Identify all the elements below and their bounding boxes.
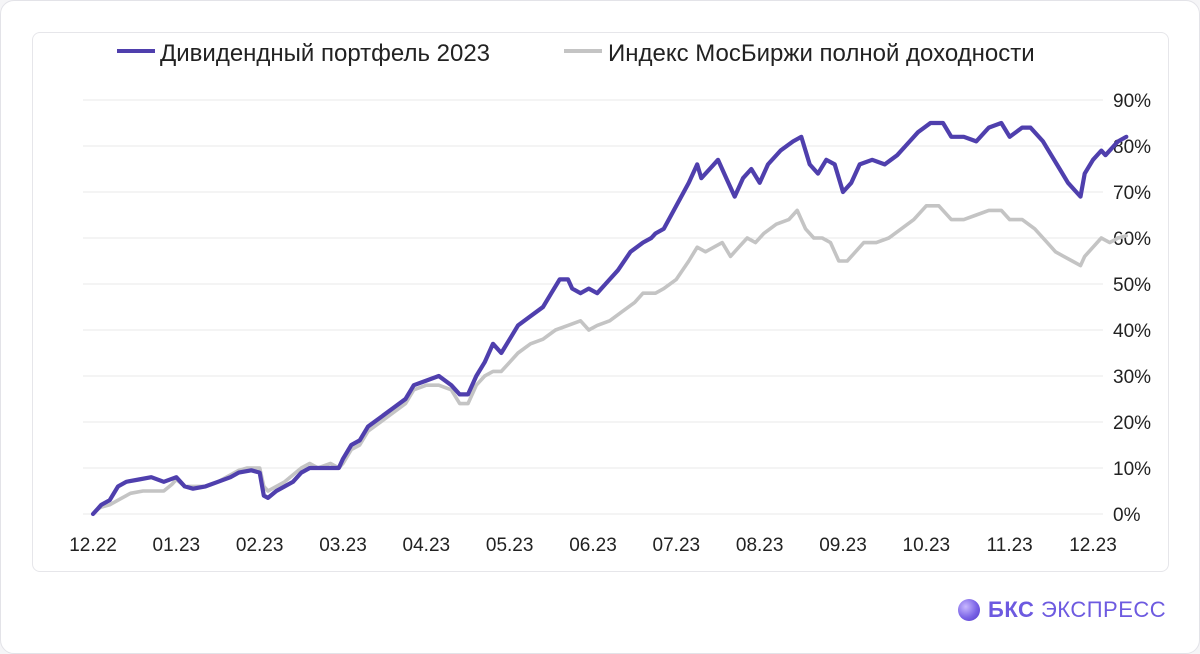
x-tick-label: 06.23 bbox=[569, 535, 617, 556]
series-line-portfolio bbox=[90, 120, 1129, 517]
y-axis-tick-labels: 0% 10% 20% 30% 40% 50% 60% 70% 80% 90% bbox=[1113, 91, 1151, 526]
chart-card: 0% 10% 20% 30% 40% 50% 60% 70% 80% 90% 12.22 01.23… bbox=[32, 32, 1169, 572]
y-tick-label: 0% bbox=[1113, 505, 1141, 526]
x-tick-label: 08.23 bbox=[736, 535, 784, 556]
brand-name-rest: ЭКСПРЕСС bbox=[1040, 597, 1167, 622]
y-tick-label: 30% bbox=[1113, 367, 1151, 388]
x-tick-label: 01.23 bbox=[153, 535, 201, 556]
y-tick-label: 70% bbox=[1113, 183, 1151, 204]
y-tick-label: 10% bbox=[1113, 459, 1151, 480]
legend: Дивидендный портфель 2023 Индекс МосБирж… bbox=[117, 40, 1035, 67]
y-tick-label: 40% bbox=[1113, 321, 1151, 342]
legend-label-portfolio: Дивидендный портфель 2023 bbox=[160, 40, 490, 67]
y-tick-label: 20% bbox=[1113, 413, 1151, 434]
x-tick-label: 09.23 bbox=[819, 535, 867, 556]
line-chart: 0% 10% 20% 30% 40% 50% 60% 70% 80% 90% 12.22 01.23… bbox=[69, 40, 1151, 556]
bcs-logo-icon bbox=[958, 599, 980, 621]
x-tick-label: 12.23 bbox=[1069, 535, 1117, 556]
x-axis-tick-labels: 12.22 01.23 02.23 03.23 04.23 05.23 06.23 07.23… bbox=[69, 535, 1117, 556]
x-tick-label: 04.23 bbox=[403, 535, 451, 556]
brand-name-bold: БКС bbox=[988, 597, 1035, 622]
brand-name: БКС ЭКСПРЕСС bbox=[988, 597, 1166, 623]
series-lines bbox=[90, 120, 1129, 517]
y-tick-label: 80% bbox=[1113, 137, 1151, 158]
x-tick-label: 05.23 bbox=[486, 535, 534, 556]
gridlines bbox=[83, 99, 1103, 515]
legend-label-index: Индекс МосБиржи полной доходности bbox=[608, 40, 1035, 67]
x-tick-label: 10.23 bbox=[903, 535, 951, 556]
y-tick-label: 90% bbox=[1113, 91, 1151, 112]
y-tick-label: 50% bbox=[1113, 275, 1151, 296]
y-tick-label: 60% bbox=[1113, 229, 1151, 250]
x-tick-label: 11.23 bbox=[987, 535, 1033, 556]
brand-logo-block: БКС ЭКСПРЕСС bbox=[958, 596, 1166, 624]
series-line-index bbox=[91, 204, 1129, 516]
x-tick-label: 02.23 bbox=[236, 535, 284, 556]
x-tick-label: 03.23 bbox=[319, 535, 367, 556]
x-tick-label: 07.23 bbox=[653, 535, 701, 556]
x-tick-label: 12.22 bbox=[69, 535, 117, 556]
